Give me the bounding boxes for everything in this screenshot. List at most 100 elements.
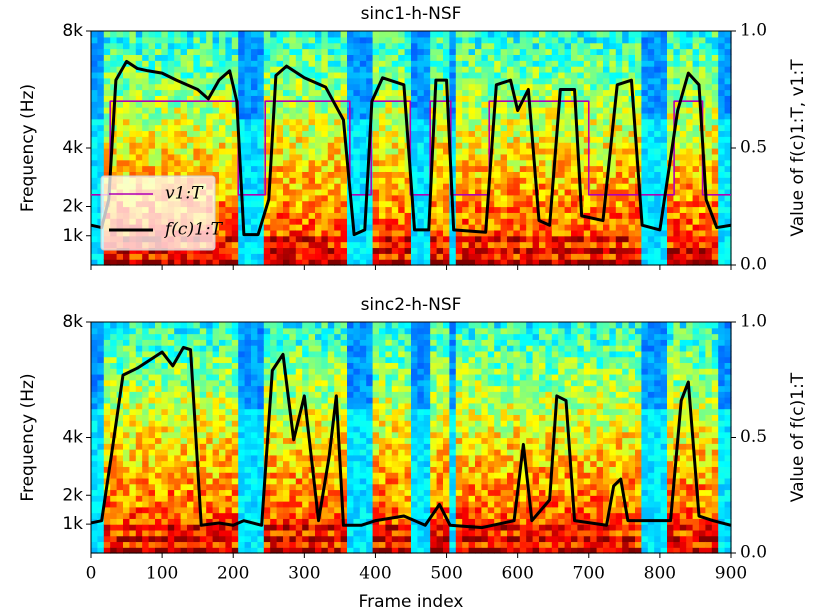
spectrogram-cell — [692, 194, 700, 202]
spectrogram-cell — [596, 259, 604, 266]
spectrogram-cell — [353, 107, 361, 114]
spectrogram-cell — [686, 112, 694, 120]
spectrogram-cell — [385, 253, 393, 260]
spectrogram-cell — [244, 42, 252, 50]
spectrogram-cell — [199, 466, 207, 473]
spectrogram-cell — [123, 253, 130, 260]
spectrogram-cell — [571, 118, 578, 126]
spectrogram-cell — [123, 247, 130, 254]
spectrogram-cell — [359, 241, 367, 249]
spectrogram-cell — [391, 31, 399, 38]
spectrogram-cell — [225, 241, 233, 249]
spectrogram-cell — [436, 259, 444, 266]
spectrogram-cell — [155, 373, 162, 381]
spectrogram-cell — [353, 31, 361, 38]
spectrogram-cell — [97, 66, 105, 73]
spectrogram-cell — [545, 142, 553, 149]
spectrogram-cell — [180, 368, 188, 375]
spectrogram-cell — [699, 83, 706, 91]
spectrogram-cell — [455, 235, 463, 243]
spectrogram-cell — [641, 71, 649, 79]
spectrogram-cell — [641, 142, 649, 149]
spectrogram-cell — [430, 241, 438, 249]
spectrogram-cell — [571, 165, 578, 172]
spectrogram-cell — [436, 42, 444, 50]
spectrogram-cell — [545, 66, 553, 73]
spectrogram-cell — [283, 241, 290, 249]
spectrogram-cell — [167, 171, 175, 178]
spectrogram-cell — [583, 183, 591, 190]
spectrogram-cell — [103, 506, 111, 514]
spectrogram-cell — [116, 477, 124, 485]
spectrogram-cell — [212, 322, 220, 329]
spectrogram-cell — [180, 36, 188, 44]
spectrogram-cell — [244, 77, 252, 85]
spectrogram-cell — [487, 48, 495, 55]
spectrogram-cell — [238, 112, 246, 120]
spectrogram-cell — [116, 333, 124, 340]
spectrogram-cell — [244, 54, 252, 61]
spectrogram-cell — [263, 194, 271, 202]
spectrogram-cell — [379, 66, 386, 73]
spectrogram-cell — [391, 183, 399, 190]
spectrogram-cell — [263, 31, 271, 38]
spectrogram-cell — [507, 112, 514, 120]
spectrogram-cell — [340, 218, 348, 225]
spectrogram-cell — [180, 454, 188, 462]
spectrogram-cell — [289, 188, 297, 196]
spectrogram-cell — [545, 54, 553, 61]
spectrogram-cell — [231, 431, 239, 439]
spectrogram-cell — [231, 206, 239, 213]
spectrogram-cell — [116, 466, 124, 473]
spectrogram-cell — [244, 212, 252, 219]
spectrogram-cell — [187, 77, 194, 85]
spectrogram-cell — [103, 259, 111, 266]
spectrogram-cell — [583, 66, 591, 73]
spectrogram-cell — [398, 183, 406, 190]
spectrogram-cell — [276, 159, 284, 167]
spectrogram-cell — [148, 385, 156, 392]
spectrogram-cell — [283, 229, 290, 237]
spectrogram-cell — [430, 235, 438, 243]
spectrogram-cell — [359, 206, 367, 213]
spectrogram-cell — [583, 136, 591, 143]
spectrogram-cell — [340, 171, 348, 178]
spectrogram-cell — [500, 183, 508, 190]
spectrogram-cell — [526, 241, 534, 249]
spectrogram-cell — [635, 212, 642, 219]
spectrogram-cell — [641, 188, 649, 196]
spectrogram-cell — [135, 171, 143, 178]
spectrogram-cell — [161, 368, 169, 375]
spectrogram-cell — [692, 253, 700, 260]
spectrogram-cell — [391, 212, 399, 219]
spectrogram-cell — [622, 31, 630, 38]
spectrogram-cell — [103, 54, 111, 61]
spectrogram-cell — [500, 101, 508, 108]
spectrogram-cell — [449, 36, 457, 44]
spectrogram-cell — [327, 206, 335, 213]
spectrogram-cell — [270, 148, 278, 155]
spectrogram-cell — [615, 200, 623, 208]
spectrogram-cell — [231, 183, 239, 190]
spectrogram-cell — [276, 241, 284, 249]
spectrogram-cell — [724, 224, 732, 231]
spectrogram-cell — [327, 124, 335, 132]
spectrogram-cell — [283, 212, 290, 219]
spectrogram-cell — [487, 224, 495, 231]
spectrogram-cell — [110, 535, 118, 543]
spectrogram-cell — [167, 345, 175, 352]
spectrogram-cell — [603, 247, 610, 254]
spectrogram-cell — [199, 547, 207, 554]
spectrogram-cell — [411, 118, 418, 126]
spectrogram-cell — [558, 83, 566, 91]
spectrogram-cell — [430, 89, 438, 96]
spectrogram-cell — [91, 472, 98, 479]
spectrogram-cell — [155, 159, 162, 167]
spectrogram-cell — [353, 42, 361, 50]
spectrogram-cell — [679, 130, 687, 137]
spectrogram-cell — [270, 171, 278, 178]
spectrogram-cell — [97, 402, 105, 410]
spectrogram-cell — [167, 253, 175, 260]
spectrogram-cell — [590, 188, 598, 196]
spectrogram-cell — [97, 414, 105, 421]
